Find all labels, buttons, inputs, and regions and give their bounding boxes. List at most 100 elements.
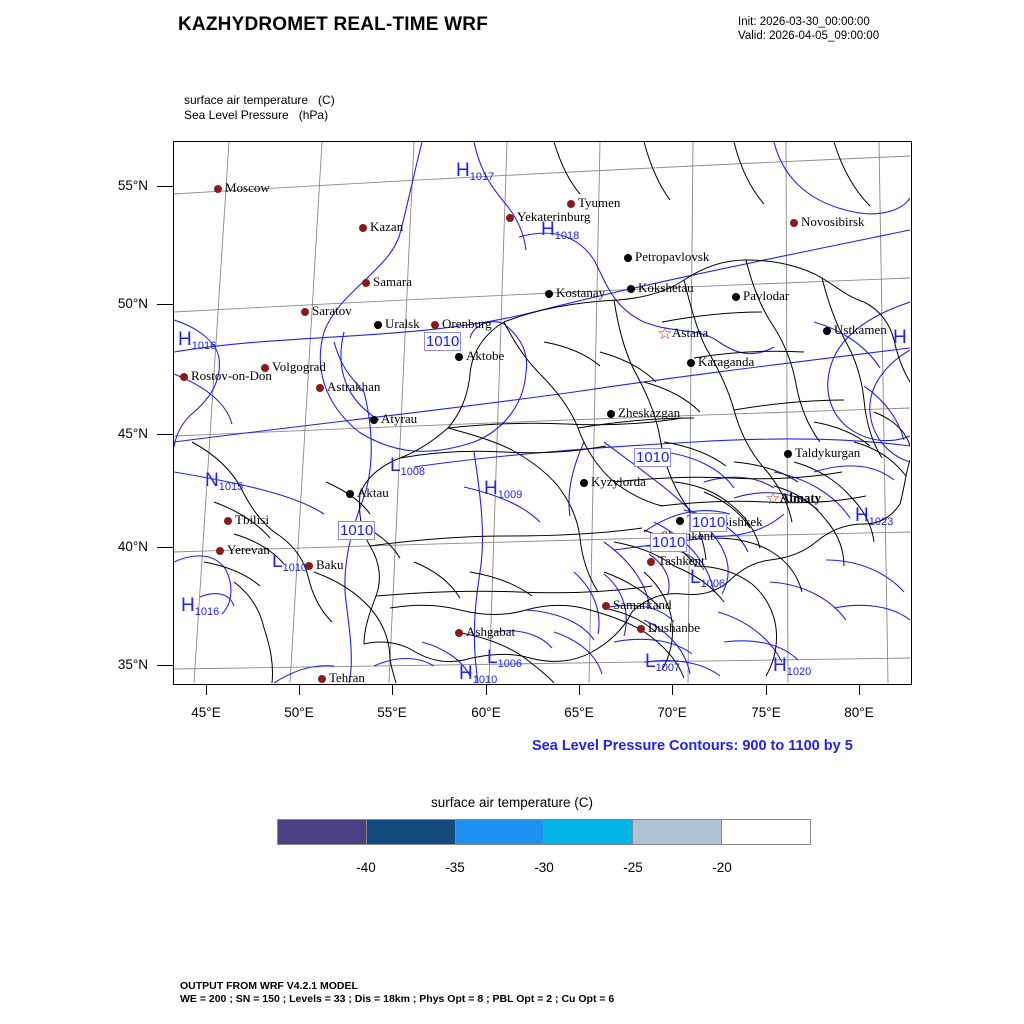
longitude-tick-label: 65°E: [564, 705, 594, 720]
valid-time-label: Valid: 2026-04-05_09:00:00: [738, 30, 880, 42]
city-dot-icon: [316, 384, 324, 392]
city-label: Karaganda: [698, 354, 755, 369]
city-dot-icon: [567, 200, 575, 208]
latitude-tick-label: 50°N: [117, 296, 148, 311]
longitude-tick-label: 50°E: [284, 705, 314, 720]
city-label: Atyrau: [381, 411, 418, 426]
map-vector-layer: [174, 142, 910, 683]
longitude-tick-label: 60°E: [471, 705, 501, 720]
longitude-tick-mark: [766, 685, 768, 695]
pressure-center-value: 1007: [655, 662, 681, 674]
model-output-footer: OUTPUT FROM WRF V4.2.1 MODEL WE = 200 ; …: [180, 980, 615, 1005]
pressure-center-type: H: [773, 655, 787, 676]
isobar-value-label: 1010: [650, 533, 688, 552]
longitude-tick-label: 75°E: [751, 705, 781, 720]
colorbar-swatch: [722, 820, 810, 844]
longitude-tick-label: 70°E: [657, 705, 687, 720]
city-dot-icon: [216, 547, 224, 555]
pressure-center-value: 1018: [554, 230, 580, 242]
pressure-center-type: H: [459, 663, 473, 684]
city-dot-icon: [790, 219, 798, 227]
city-label: Dushanbe: [648, 620, 700, 635]
latitude-tick-mark: [157, 665, 173, 667]
city-label: Pavlodar: [743, 288, 790, 303]
latitude-tick-mark: [157, 434, 173, 436]
pressure-center-l-symbol: L1006: [487, 647, 522, 670]
latitude-tick-label: 40°N: [117, 539, 148, 554]
colorbar-swatch: [455, 820, 545, 844]
colorbar-ticks: -40 -35 -30 -25 -20: [277, 860, 811, 880]
city-dot-icon: [784, 450, 792, 458]
pressure-center-n-symbol: N1015: [205, 470, 244, 493]
city-label: Aktobe: [466, 348, 505, 363]
colorbar[interactable]: [277, 819, 811, 845]
city-dot-icon: [580, 479, 588, 487]
pressure-center-type: H: [541, 219, 555, 240]
colorbar-swatch: [366, 820, 456, 844]
map-canvas[interactable]: [173, 141, 912, 685]
colorbar-tick-label: -20: [712, 860, 732, 875]
pressure-center-l-symbol: L1010: [272, 551, 308, 574]
pressure-center-h-symbol: H: [893, 327, 907, 349]
administrative-boundaries: [191, 142, 910, 683]
pressure-center-h-symbol: H1023: [855, 505, 894, 528]
longitude-tick-mark: [392, 685, 394, 695]
pressure-center-value: 1008: [400, 466, 426, 478]
pressure-center-l-symbol: L1006: [690, 567, 725, 590]
city-label: Zheskazgan: [618, 405, 681, 420]
longitude-tick-mark: [859, 685, 861, 695]
city-dot-icon: [362, 279, 370, 287]
city-dot-icon: [455, 353, 463, 361]
city-label: Uralsk: [385, 316, 420, 331]
latitude-tick-mark: [157, 304, 173, 306]
city-label: Volgograd: [272, 359, 326, 374]
pressure-center-h-symbol: H1017: [456, 160, 494, 183]
pressure-center-value: 1016: [191, 340, 217, 352]
city-label: Astana: [672, 325, 709, 340]
city-label: Orenburg: [442, 316, 492, 331]
city-label: Aktau: [357, 485, 389, 500]
colorbar-tick-label: -35: [445, 860, 465, 875]
pressure-center-h-symbol: H1016: [181, 595, 219, 618]
city-dot-icon: [318, 675, 326, 683]
city-dot-icon: [261, 364, 269, 372]
init-time-label: Init: 2026-03-30_00:00:00: [738, 16, 870, 28]
city-label: Astrakhan: [327, 379, 381, 394]
pressure-center-value: 1023: [868, 516, 894, 528]
city-label: Yekaterinburg: [517, 209, 591, 224]
pressure-center-type: L: [645, 651, 656, 672]
pressure-center-type: L: [272, 551, 283, 572]
city-dot-icon: [455, 629, 463, 637]
city-label: Saratov: [312, 303, 352, 318]
pressure-center-value: 1015: [218, 481, 244, 493]
isobar-value-label: 1010: [690, 513, 728, 532]
longitude-tick-mark: [299, 685, 301, 695]
colorbar-tick-label: -40: [356, 860, 376, 875]
pressure-center-value: 1009: [497, 489, 523, 501]
city-label: Tbilisi: [235, 512, 269, 527]
city-label: Yerevan: [227, 542, 270, 557]
longitude-tick-mark: [579, 685, 581, 695]
city-dot-icon: [374, 321, 382, 329]
city-label: Novosibirsk: [801, 214, 865, 229]
page-title: KAZHYDROMET REAL-TIME WRF: [178, 14, 489, 35]
city-dot-icon: [624, 254, 632, 262]
pressure-center-h-symbol: H1020: [773, 655, 811, 678]
city-label: Tyumen: [578, 195, 621, 210]
longitude-tick-label: 55°E: [377, 705, 407, 720]
city-label: Petropavlovsk: [635, 249, 710, 264]
pressure-center-l-symbol: L1007: [645, 651, 681, 674]
latitude-tick-label: 35°N: [117, 657, 148, 672]
colorbar-title: surface air temperature (C): [430, 795, 594, 810]
pressure-center-value: 1010: [282, 562, 308, 574]
pressure-center-h-symbol: H1016: [178, 329, 217, 352]
pressure-center-type: H: [181, 595, 195, 616]
pressure-center-type: H: [178, 329, 192, 350]
city-dot-icon: [607, 410, 615, 418]
city-dot-icon: [370, 416, 378, 424]
city-dot-icon: [180, 373, 188, 381]
city-label: Ashgabat: [466, 624, 516, 639]
city-dot-icon: [687, 359, 695, 367]
pressure-center-type: H: [484, 478, 498, 499]
city-label: Ustkamen: [834, 322, 887, 337]
